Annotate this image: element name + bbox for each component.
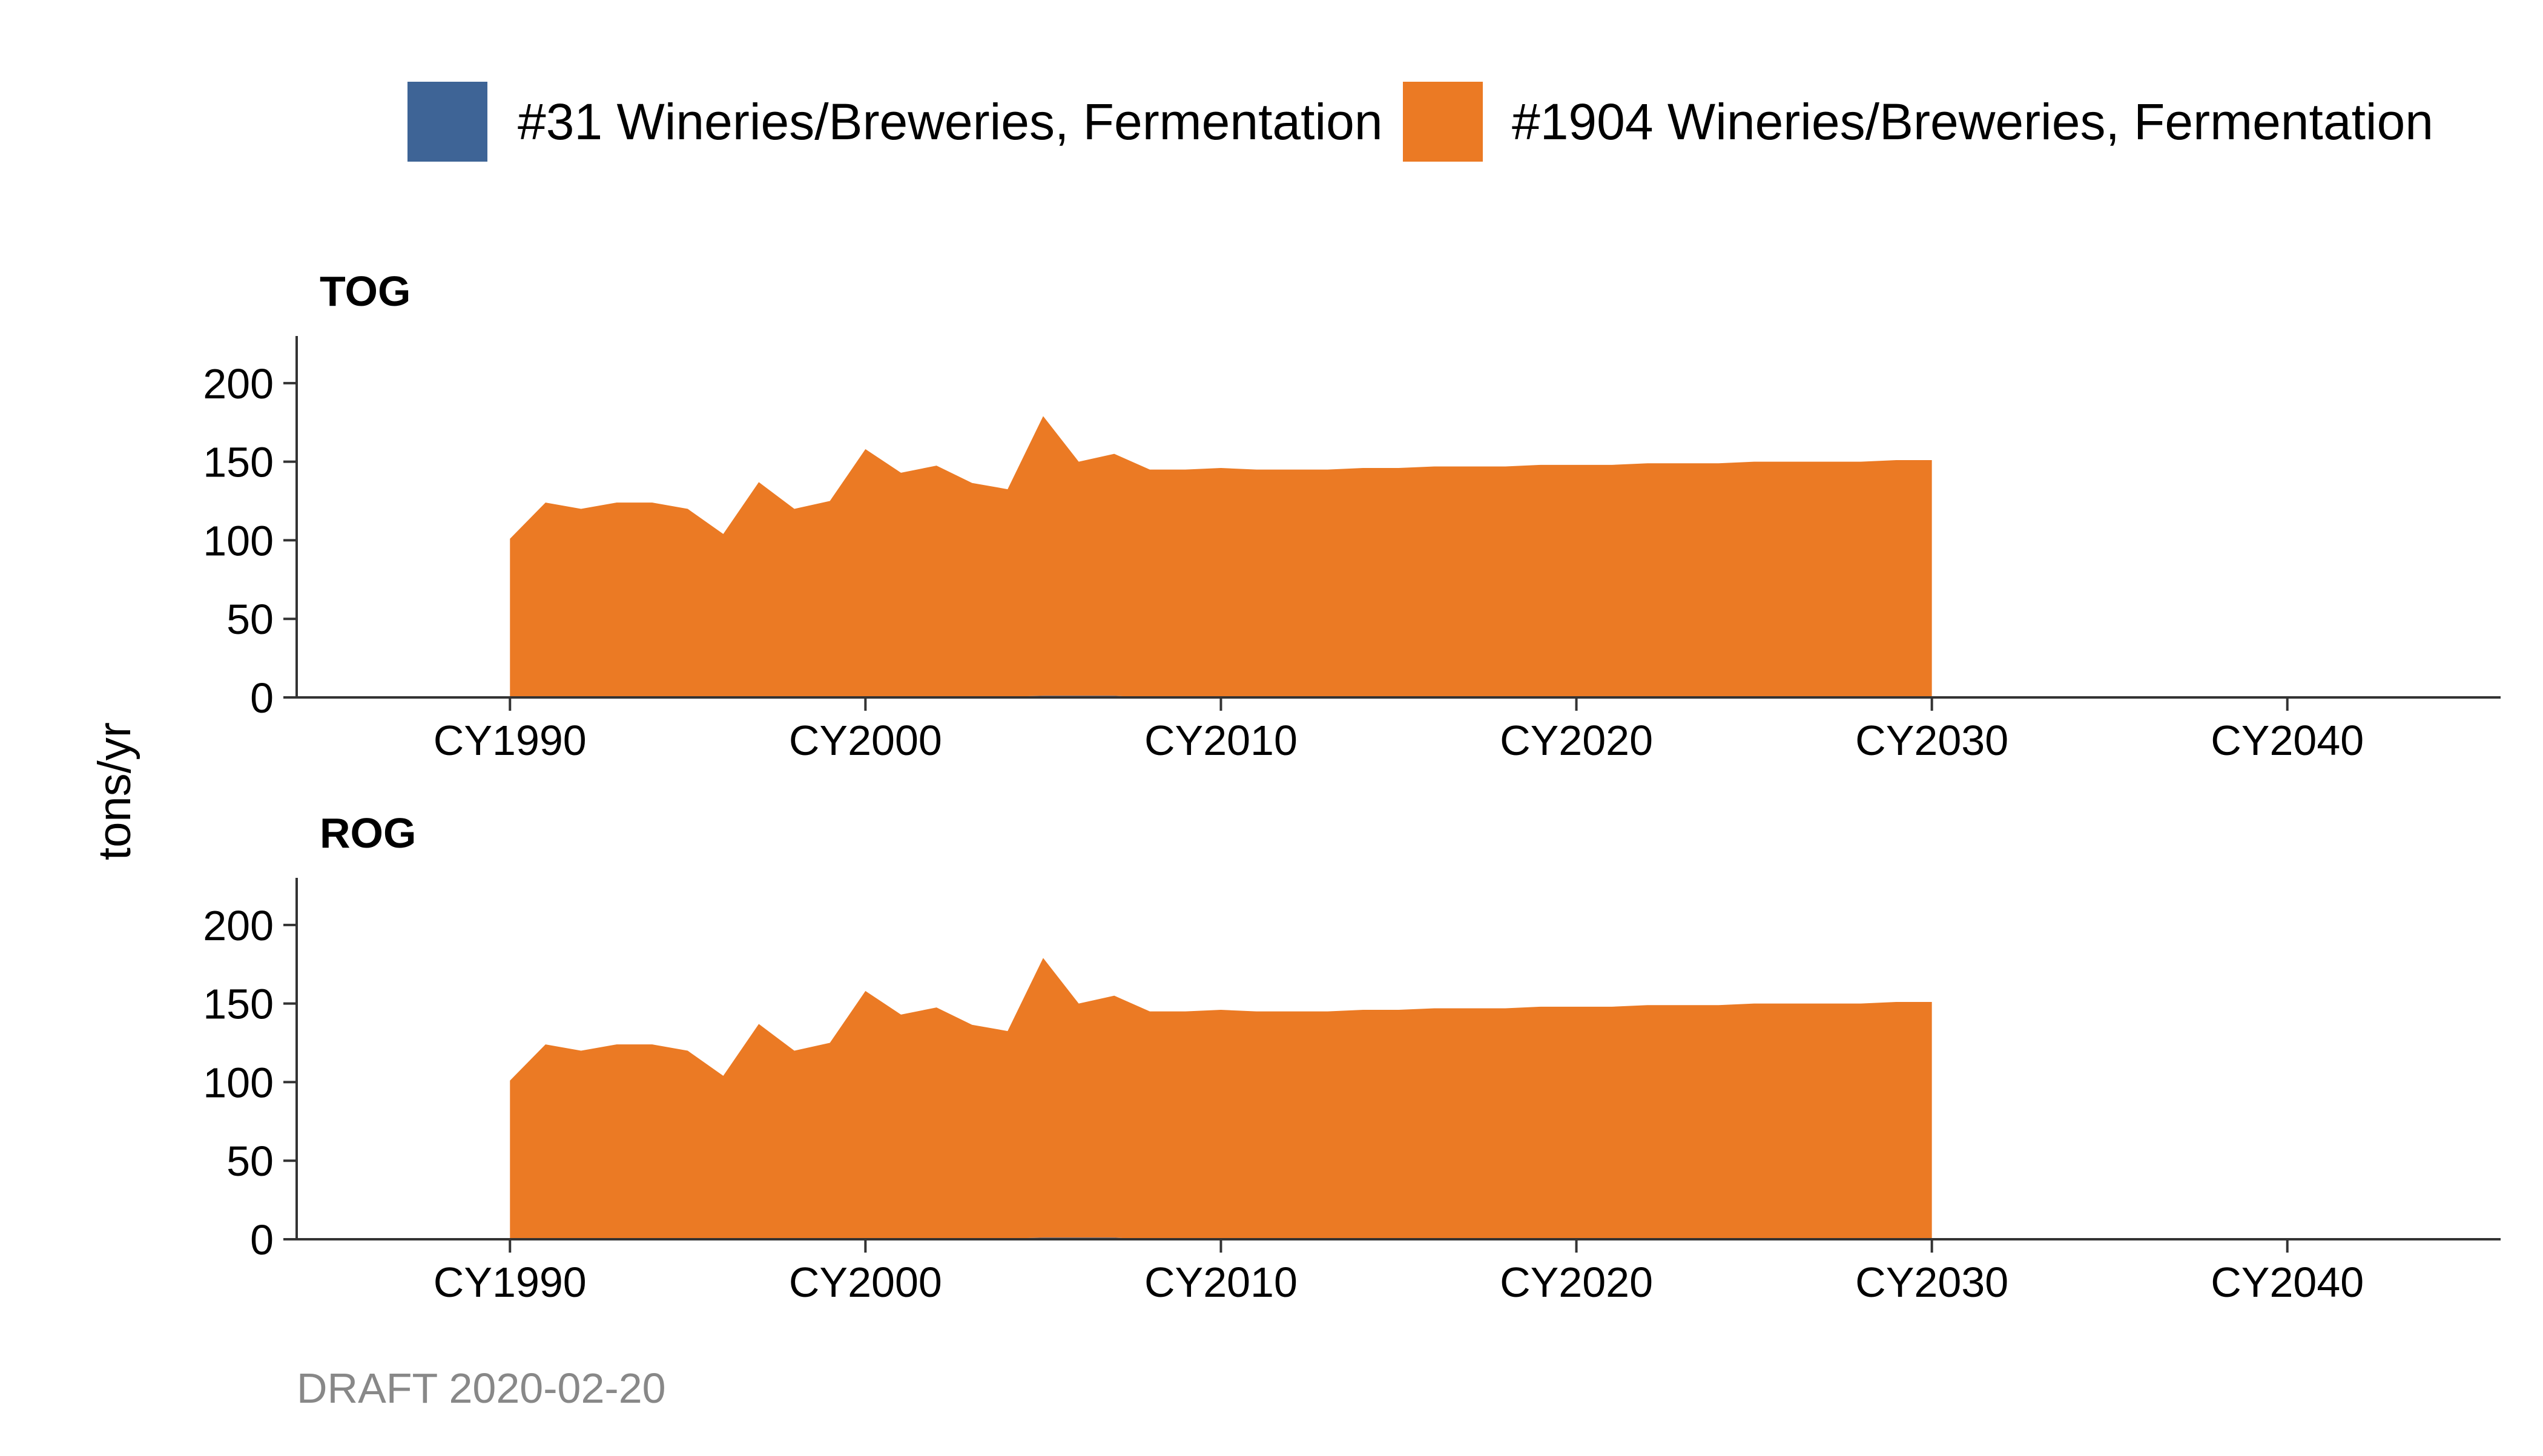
y-tick-label: 200 (203, 902, 274, 949)
y-tick-label: 50 (226, 596, 274, 643)
y-tick-label: 0 (250, 1216, 274, 1263)
y-tick-label: 100 (203, 1059, 274, 1106)
y-tick-label: 200 (203, 360, 274, 407)
x-tick-label: CY2030 (1855, 717, 2008, 764)
x-tick-label: CY2010 (1144, 1259, 1298, 1306)
panel-tog: TOG 0 50 100 150 200 CY1990 CY2000 CY2010 CY2020 C… (203, 268, 2501, 764)
x-tick-label: CY2000 (789, 717, 942, 764)
legend-swatch-2 (1403, 82, 1483, 162)
x-tick-label: CY2000 (789, 1259, 942, 1306)
x-tick-label: CY2020 (1500, 1259, 1653, 1306)
panel-title: TOG (320, 268, 411, 315)
legend-label-1: #31 Wineries/Breweries, Fermentation (518, 93, 1383, 150)
y-tick-label: 150 (203, 981, 274, 1028)
legend-swatch-1 (407, 82, 487, 162)
draft-caption: DRAFT 2020-02-20 (297, 1365, 666, 1412)
legend-label-2: #1904 Wineries/Breweries, Fermentation (1512, 93, 2433, 150)
x-tick-label: CY1990 (434, 1259, 587, 1306)
y-axis-title: tons/yr (89, 722, 140, 860)
panel-rog: ROG 0 50 100 150 200 CY1990 CY2000 CY2010 CY2020 C… (203, 809, 2501, 1306)
area-series-2 (510, 416, 1932, 697)
area-series-2 (510, 958, 1932, 1239)
x-tick-label: CY2040 (2211, 717, 2364, 764)
y-tick-label: 0 (250, 674, 274, 722)
x-tick-label: CY2010 (1144, 717, 1298, 764)
x-tick-label: CY2030 (1855, 1259, 2008, 1306)
legend: #31 Wineries/Breweries, Fermentation #190… (407, 82, 2433, 162)
x-tick-label: CY1990 (434, 717, 587, 764)
y-tick-label: 150 (203, 439, 274, 486)
y-tick-label: 50 (226, 1138, 274, 1185)
x-tick-label: CY2040 (2211, 1259, 2364, 1306)
panel-title: ROG (320, 809, 416, 857)
chart-panels: TOG 0 50 100 150 200 CY1990 CY2000 CY2010 CY2020 C… (203, 268, 2501, 1306)
y-tick-label: 100 (203, 517, 274, 564)
x-tick-label: CY2020 (1500, 717, 1653, 764)
